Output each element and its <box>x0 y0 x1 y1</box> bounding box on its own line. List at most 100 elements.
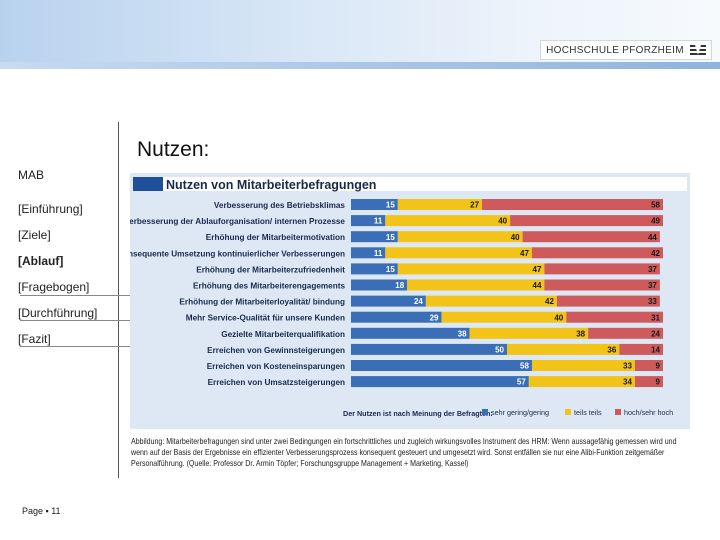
stacked-bar-chart: Nutzen von Mitarbeiterbefragungen Verbess… <box>117 173 690 429</box>
sidebar-item-durchfuehrung[interactable]: [Durchführung] <box>18 306 98 320</box>
data-label: 40 <box>554 313 563 322</box>
data-label: 34 <box>623 378 632 387</box>
data-label: 24 <box>414 297 423 306</box>
bar-segment <box>441 311 567 323</box>
data-label: 42 <box>545 297 554 306</box>
data-label: 9 <box>656 378 661 387</box>
data-label: 44 <box>533 281 542 290</box>
data-label: 27 <box>470 201 479 210</box>
data-label: 47 <box>533 265 542 274</box>
data-label: 38 <box>458 329 467 338</box>
sidebar-item-ziele[interactable]: [Ziele] <box>18 228 51 242</box>
bar-segment <box>351 295 426 307</box>
bar-segment <box>588 327 663 339</box>
data-label: 9 <box>656 362 661 371</box>
bar-segment <box>397 199 483 210</box>
bar-segment <box>531 360 635 371</box>
legend-entry: teils teils <box>574 408 602 417</box>
header-strip <box>0 62 720 69</box>
logo-mark-icon <box>689 45 706 55</box>
legend-label: Der Nutzen ist nach Meinung der Befragte… <box>343 409 493 418</box>
chart-container: Nutzen von Mitarbeiterbefragungen Verbess… <box>117 173 690 429</box>
sidebar-item-ablauf[interactable]: [Ablauf] <box>18 254 64 268</box>
data-label: 33 <box>623 362 632 371</box>
chart-title-bar <box>133 177 163 191</box>
bar-segment <box>619 343 663 355</box>
bar-segment <box>351 247 386 259</box>
bar-segment <box>507 343 620 355</box>
category-label: Erhöhung der Mitarbeiterloyalität/ bindu… <box>179 298 345 307</box>
data-label: 15 <box>386 201 395 210</box>
bar-segment <box>556 295 660 307</box>
data-label: 40 <box>511 233 520 242</box>
bar-segment <box>397 263 545 275</box>
nav-separator <box>20 295 130 296</box>
category-label: Erhöhung der Mitarbeiterzufriedenheit <box>196 265 345 274</box>
bar-segment <box>510 215 663 227</box>
data-label: 58 <box>520 362 529 371</box>
category-label: Erreichen von Umsatzsteigerungen <box>208 378 345 387</box>
page-number: Page ▪ 11 <box>22 506 61 516</box>
data-label: 33 <box>648 297 657 306</box>
data-label: 11 <box>374 249 383 258</box>
bar-segment <box>407 279 545 291</box>
bar-segment <box>351 279 408 291</box>
sidebar-nav: MAB [Einführung] [Ziele] [Ablauf] [Frage… <box>18 168 97 358</box>
bar-segment <box>351 327 470 339</box>
bar-segment <box>351 376 529 388</box>
category-label: Erhöhung der Mitarbeitermotivation <box>206 233 345 242</box>
nav-separator <box>20 320 130 321</box>
category-label: Gezielte Mitarbeiterqualifikation <box>221 330 345 339</box>
bar-segment <box>385 247 532 259</box>
bar-segment <box>351 199 398 210</box>
data-label: 11 <box>374 217 383 226</box>
data-label: 57 <box>517 378 526 387</box>
category-label: Konsequente Umsetzung kontinuierlicher V… <box>130 249 345 258</box>
data-label: 42 <box>651 249 660 258</box>
bar-segment <box>351 311 442 323</box>
chart-title-band <box>163 177 687 191</box>
bar-segment <box>528 376 635 388</box>
logo-text: HOCHSCHULE PFORZHEIM <box>546 44 684 56</box>
data-label: 15 <box>386 233 395 242</box>
bar-segment <box>634 376 663 388</box>
legend-swatch <box>615 409 621 415</box>
data-label: 58 <box>651 201 660 210</box>
category-label: Verbesserung der Ablauforganisation/ int… <box>130 217 345 226</box>
data-label: 37 <box>648 281 657 290</box>
data-label: 18 <box>395 281 404 290</box>
data-label: 15 <box>386 265 395 274</box>
data-label: 29 <box>430 313 439 322</box>
sidebar-item-fragebogen[interactable]: [Fragebogen] <box>18 280 90 294</box>
bar-segment <box>397 231 523 243</box>
data-label: 47 <box>520 249 529 258</box>
chart-title: Nutzen von Mitarbeiterbefragungen <box>166 178 376 192</box>
bar-segment <box>385 215 511 227</box>
data-label: 49 <box>651 217 660 226</box>
category-label: Mehr Service-Qualität für unsere Kunden <box>186 314 345 323</box>
legend-entry: sehr gering/gering <box>491 408 549 417</box>
bar-segment <box>566 311 663 323</box>
bar-segment <box>531 247 663 259</box>
data-label: 40 <box>498 217 507 226</box>
bar-segment <box>351 231 398 243</box>
bar-segment <box>482 199 663 210</box>
bar-segment <box>425 295 557 307</box>
category-label: Erhöhung des Mitarbeiterengagements <box>193 282 345 291</box>
bar-segment <box>544 263 660 275</box>
bar-segment <box>469 327 589 339</box>
category-label: Erreichen von Kosteneinsparungen <box>207 362 345 371</box>
data-label: 44 <box>648 233 657 242</box>
figure-caption: Abbildung: Mitarbeiterbefragungen sind u… <box>131 437 677 468</box>
bar-segment <box>544 279 660 291</box>
bar-segment <box>634 360 663 371</box>
data-label: 37 <box>648 265 657 274</box>
category-label: Verbesserung des Betriebsklimas <box>214 201 346 210</box>
bar-segment <box>351 360 532 371</box>
legend-swatch <box>482 409 488 415</box>
sidebar-item-fazit[interactable]: [Fazit] <box>18 332 51 346</box>
sidebar-title: MAB <box>18 168 45 182</box>
sidebar-item-einfuehrung[interactable]: [Einführung] <box>18 202 83 216</box>
category-label: Erreichen von Gewinnsteigerungen <box>207 346 345 355</box>
bar-segment <box>522 231 660 243</box>
